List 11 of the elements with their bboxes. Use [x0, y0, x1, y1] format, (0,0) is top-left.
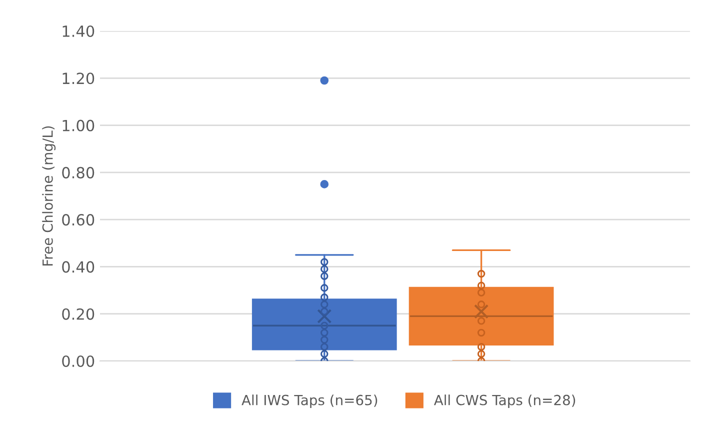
y-tick-label: 0.40 — [62, 261, 94, 273]
legend-label: All IWS Taps (n=65) — [242, 394, 378, 408]
y-tick-label: 0.80 — [62, 166, 94, 178]
y-tick-label: 0.60 — [62, 214, 94, 226]
y-tick-label: 1.20 — [62, 72, 94, 84]
y-tick-label: 0.00 — [62, 355, 94, 368]
y-tick-label: 0.20 — [62, 308, 94, 320]
y-tick-label: 1.40 — [62, 25, 94, 38]
y-axis-title: Free Chlorine (mg/L) — [42, 126, 56, 266]
y-tick-label: 1.00 — [62, 120, 94, 132]
legend-label: All CWS Taps (n=28) — [434, 394, 576, 408]
